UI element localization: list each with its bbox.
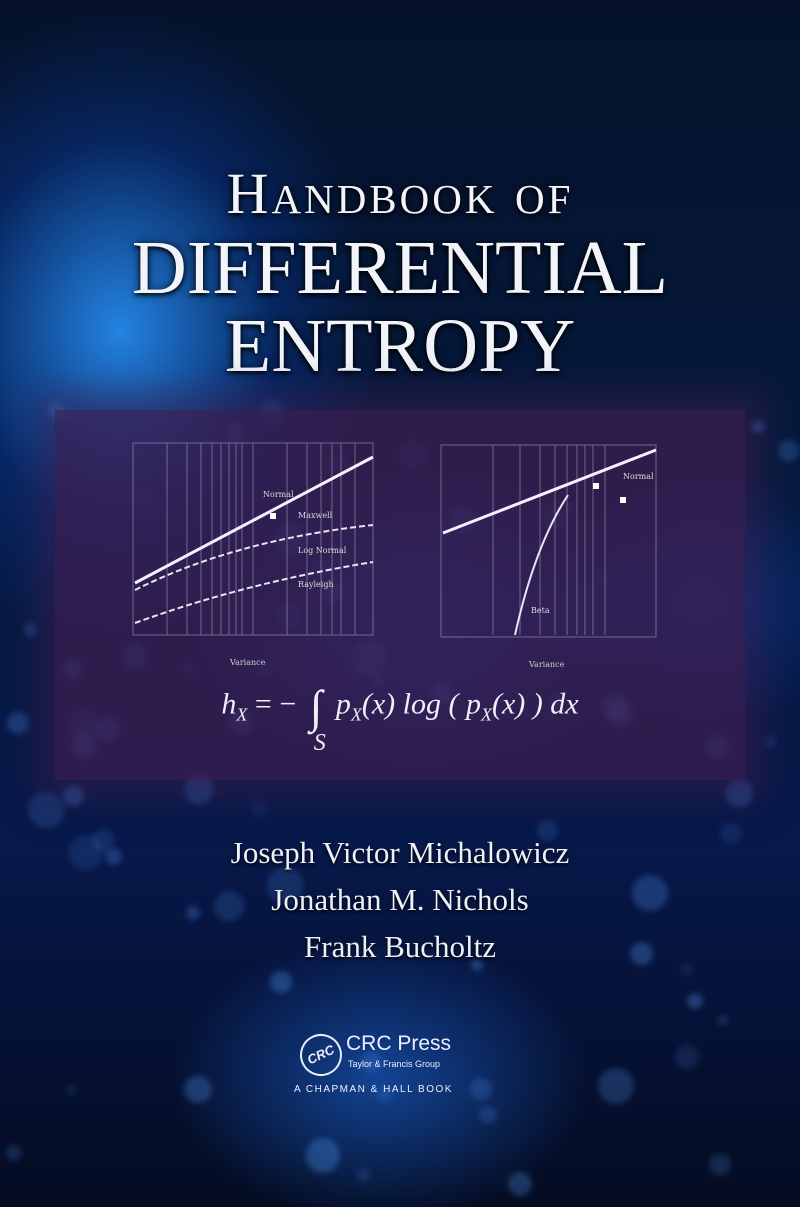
bokeh-light <box>725 779 753 807</box>
formula-equals: = − <box>254 687 297 721</box>
bokeh-light <box>720 822 742 845</box>
bokeh-light <box>376 1087 392 1103</box>
integral-sign: ∫ <box>309 681 323 732</box>
bokeh-light <box>305 1138 341 1173</box>
formula-lhs: h <box>221 687 237 721</box>
formula-lhs-sub: X <box>236 704 248 725</box>
left-plot: Normal Maxwell Log Normal Rayleigh Varia… <box>132 442 374 667</box>
bokeh-light <box>92 828 116 852</box>
right-xlabel: Variance <box>528 660 565 669</box>
bokeh-light <box>469 1077 492 1100</box>
bokeh-light <box>680 962 693 975</box>
bokeh-light <box>674 1044 699 1069</box>
bokeh-light <box>251 802 266 817</box>
bokeh-light <box>632 875 668 911</box>
bokeh-light <box>751 420 765 434</box>
bokeh-light <box>537 820 559 841</box>
formula-integrand-sub: X <box>350 704 362 725</box>
author-1: Joseph Victor Michalowicz <box>230 835 570 870</box>
bokeh-light <box>470 959 483 972</box>
left-normal-line <box>134 455 374 585</box>
bokeh-light <box>629 942 653 966</box>
left-label-normal: Normal <box>263 490 294 499</box>
bokeh-light <box>597 1068 634 1105</box>
right-normal-line <box>442 448 657 535</box>
formula-arg: (x) log ( p <box>361 687 481 721</box>
bokeh-light <box>186 906 200 920</box>
right-point-marker-2 <box>620 497 626 503</box>
bokeh-light <box>5 1145 22 1162</box>
bokeh-light <box>717 1014 729 1027</box>
left-maxwell-line <box>134 524 374 591</box>
bokeh-light <box>6 711 30 735</box>
bokeh-light <box>686 993 703 1010</box>
bokeh-light <box>266 867 304 905</box>
left-label-maxwell: Maxwell <box>298 511 333 520</box>
right-plot-frame <box>440 444 657 638</box>
right-label-beta: Beta <box>531 606 550 615</box>
left-label-lognormal: Log Normal <box>298 546 347 555</box>
author-3: Frank Bucholtz <box>304 929 496 964</box>
bokeh-light <box>508 1171 533 1197</box>
right-label-normal: Normal <box>623 472 654 481</box>
bokeh-light <box>356 1168 370 1182</box>
bokeh-light <box>66 1084 77 1096</box>
title-line-2: DIFFERENTIAL <box>131 226 669 310</box>
publisher-imprint: A CHAPMAN & HALL BOOK <box>294 1084 453 1095</box>
left-point-marker <box>270 513 276 519</box>
left-label-rayleigh: Rayleigh <box>298 580 334 589</box>
bokeh-light <box>479 1106 497 1124</box>
bokeh-light <box>62 785 85 807</box>
bokeh-light <box>764 735 777 747</box>
right-beta-curve <box>514 494 569 636</box>
publisher-name: CRC Press <box>346 1032 452 1055</box>
bokeh-light <box>28 791 65 829</box>
crc-logo-icon: CRC <box>293 1027 349 1083</box>
bokeh-light <box>68 834 103 870</box>
formula-domain: S <box>313 730 326 756</box>
illustration-panel <box>55 410 745 780</box>
bokeh-light <box>270 971 292 993</box>
bokeh-light <box>183 1075 212 1104</box>
right-point-marker-1 <box>593 483 599 489</box>
entropy-formula: hX = − ∫ S pX(x) log ( pX(x) ) dx <box>0 680 800 756</box>
author-2: Jonathan M. Nichols <box>271 882 529 917</box>
bokeh-light <box>214 891 244 921</box>
bokeh-light <box>23 623 38 637</box>
bokeh-light <box>360 1050 382 1072</box>
title-line-3: ENTROPY <box>224 304 576 388</box>
right-plot: Normal Beta Variance <box>440 444 657 669</box>
left-rayleigh-line <box>134 561 374 624</box>
publisher-group: Taylor & Francis Group <box>348 1059 441 1069</box>
bokeh-light <box>105 848 122 865</box>
bokeh-light <box>708 1153 731 1176</box>
bokeh-light <box>778 440 800 462</box>
formula-integrand: p <box>335 687 351 721</box>
left-xlabel: Variance <box>229 658 266 667</box>
title-line-1: Handbook of <box>226 161 574 226</box>
formula-arg-sub: X <box>480 704 492 725</box>
formula-tail: (x) ) dx <box>491 687 579 721</box>
